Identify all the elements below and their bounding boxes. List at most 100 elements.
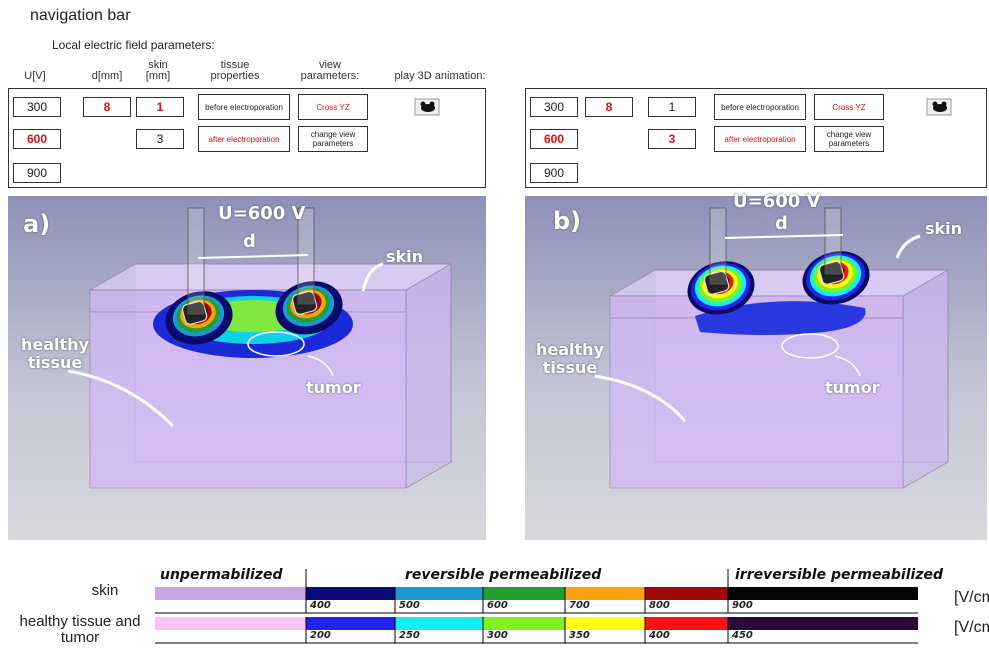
- column-header: play 3D animation:: [394, 70, 486, 82]
- legend-unit: [V/cm]: [954, 589, 989, 606]
- view-button[interactable]: Cross YZ: [814, 94, 884, 120]
- legend-value: 200: [310, 630, 331, 641]
- u-button[interactable]: 300: [13, 97, 61, 117]
- legend-value: 900: [732, 600, 753, 611]
- tissue-button[interactable]: after electroporation: [198, 126, 290, 152]
- legend-header: unpermabilized: [160, 567, 283, 583]
- control-panel: [525, 88, 987, 188]
- 3d-scene: [525, 196, 987, 540]
- legend-value: 250: [399, 630, 420, 641]
- legend-swatch: [645, 587, 728, 600]
- field-slab: [695, 301, 866, 335]
- nav-title: navigation bar: [30, 7, 131, 24]
- view-button[interactable]: Cross YZ: [298, 94, 368, 120]
- electrode-tip: [181, 300, 208, 325]
- legend-swatch: [645, 617, 728, 630]
- legend-value: 400: [649, 630, 670, 641]
- scene-healthy-label: healthy tissue: [21, 335, 89, 372]
- legend-swatch: [483, 587, 565, 600]
- column-header: tissue properties: [210, 59, 260, 82]
- control-panel: [8, 88, 486, 188]
- box-side: [405, 263, 452, 489]
- scene-tumor-label: tumor: [306, 378, 361, 397]
- skin-button[interactable]: 3: [136, 129, 184, 149]
- legend-value: 300: [487, 630, 508, 641]
- scene-voltage-label: U=600 V: [733, 191, 821, 212]
- nav-subtitle: Local electric field parameters:: [52, 38, 215, 52]
- tissue-button[interactable]: after electroporation: [714, 126, 806, 152]
- u-button[interactable]: 600: [13, 129, 61, 149]
- scene-voltage-label: U=600 V: [218, 203, 306, 224]
- legend-value: 450: [732, 630, 753, 641]
- d-button[interactable]: 8: [83, 97, 131, 117]
- box-top: [608, 269, 950, 297]
- 3d-scene: [8, 196, 486, 540]
- legend-swatch: [155, 587, 306, 600]
- legend-swatch: [483, 617, 565, 630]
- legend-value: 350: [569, 630, 590, 641]
- legend-swatch: [395, 617, 483, 630]
- legend-swatch: [306, 617, 395, 630]
- u-button[interactable]: 900: [13, 163, 61, 183]
- electrode-tip: [818, 260, 845, 285]
- box-front: [609, 317, 904, 489]
- electrode: [824, 207, 842, 275]
- legend-header: irreversible permeabilized: [735, 567, 943, 583]
- legend-value: 800: [649, 600, 670, 611]
- tumor-arrow: [834, 355, 861, 377]
- legend-value: 600: [487, 600, 508, 611]
- electrode: [709, 207, 727, 285]
- legend-unit: [V/cm]: [954, 619, 989, 636]
- scene-distance-label: d: [775, 213, 788, 234]
- legend-swatch: [728, 617, 918, 630]
- u-button[interactable]: 900: [530, 163, 578, 183]
- skin-arrow: [895, 234, 921, 259]
- legend-swatch: [155, 617, 306, 630]
- column-header: U[V]: [24, 70, 46, 82]
- distance-arrow: [724, 234, 844, 239]
- electrode: [187, 207, 205, 315]
- tissue-button[interactable]: before electroporation: [714, 94, 806, 120]
- tumor-arrow: [307, 355, 334, 377]
- legend-swatch: [565, 587, 645, 600]
- play-animation-button[interactable]: [414, 98, 440, 116]
- skin-arrow: [361, 262, 384, 292]
- view-button[interactable]: change view parameters: [298, 126, 368, 152]
- column-header: d[mm]: [91, 70, 123, 82]
- legend-header: reversible permeabilized: [405, 567, 602, 583]
- legend-value: 400: [310, 600, 331, 611]
- legend-value: 500: [399, 600, 420, 611]
- u-button[interactable]: 600: [530, 129, 578, 149]
- electrode-tip: [291, 290, 318, 315]
- skin-button[interactable]: 1: [648, 97, 696, 117]
- legend-row-name: skin: [91, 582, 119, 599]
- scene-healthy-label: healthy tissue: [536, 340, 604, 377]
- column-header: skin [mm]: [145, 59, 171, 82]
- scene-skin-label: skin: [925, 219, 963, 238]
- u-button[interactable]: 300: [530, 97, 578, 117]
- skin-button[interactable]: 3: [648, 129, 696, 149]
- legend-swatch: [565, 617, 645, 630]
- electrode-tip: [703, 270, 730, 295]
- tissue-arrow: [594, 374, 687, 422]
- scene-tumor-label: tumor: [825, 378, 880, 397]
- tissue-button[interactable]: before electroporation: [198, 94, 290, 120]
- view-button[interactable]: change view parameters: [814, 126, 884, 152]
- d-button[interactable]: 8: [585, 97, 633, 117]
- legend-swatch: [395, 587, 483, 600]
- legend-swatch: [306, 587, 395, 600]
- column-header: view parameters:: [300, 59, 360, 82]
- legend-value: 700: [569, 600, 590, 611]
- skin-button[interactable]: 1: [136, 97, 184, 117]
- tumor-outline: [247, 331, 305, 357]
- legend: [155, 569, 918, 644]
- tumor-outline: [781, 333, 839, 359]
- play-animation-button[interactable]: [926, 98, 952, 116]
- scene-label-label: b): [553, 207, 582, 235]
- scene-distance-label: d: [243, 231, 256, 252]
- legend-row-name: healthy tissue and tumor: [19, 613, 141, 646]
- scene-skin-label: skin: [386, 247, 424, 266]
- distance-arrow: [197, 254, 309, 259]
- legend-swatch: [728, 587, 918, 600]
